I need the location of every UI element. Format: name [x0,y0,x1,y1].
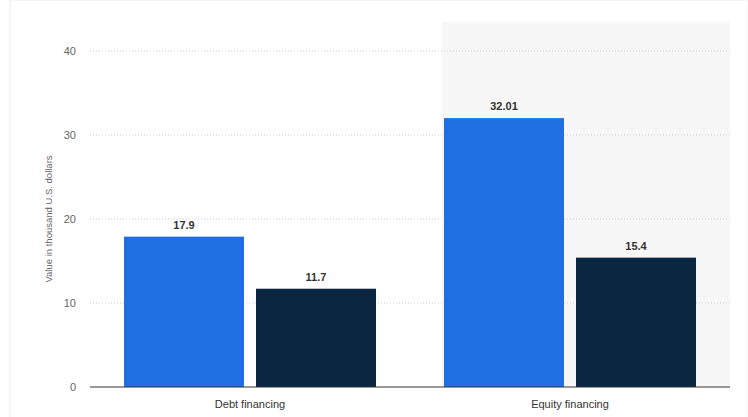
y-tick-label: 20 [64,213,76,225]
x-axis-line [90,387,730,388]
y-axis-label: Value in thousand U.S. dollars [43,155,54,282]
data-label: 11.7 [306,271,327,283]
data-label: 32.01 [490,100,518,112]
y-tick-label: 10 [64,297,76,309]
grid-line [90,51,730,52]
data-label: 17.9 [173,219,194,231]
data-label: 15.4 [625,240,647,252]
grid-line [90,135,730,136]
chart-container: 0 10 20 30 40 Value in thousand U.S. dollars 1… [0,0,748,417]
data-labels: 17.9 11.7 32.01 15.4 [173,100,647,283]
chart-svg: 0 10 20 30 40 Value in thousand U.S. dollars 1… [0,0,748,417]
bars [124,118,696,387]
card [10,0,748,417]
bar [444,118,564,387]
x-tick-label: Debt financing [215,398,285,410]
x-tick-label: Equity financing [531,398,609,410]
hover-band [442,22,730,387]
bar [124,237,244,387]
bar [256,289,376,387]
y-tick-label: 0 [70,381,76,393]
y-tick-label: 30 [64,129,76,141]
bar [576,258,696,387]
y-tick-label: 40 [64,45,76,57]
